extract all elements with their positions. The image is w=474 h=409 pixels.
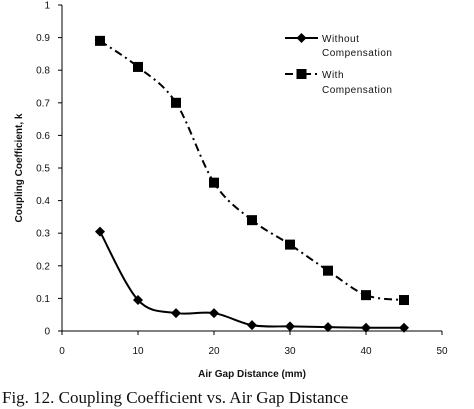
x-tick-label: 30: [284, 346, 296, 357]
y-tick-label: 0.5: [36, 164, 50, 175]
figure-caption: Fig. 12. Coupling Coefficient vs. Air Ga…: [2, 388, 349, 407]
legend-marker-1: [296, 33, 307, 43]
x-axis-title: Air Gap Distance (mm): [198, 369, 306, 380]
plot-area: [95, 35, 409, 333]
legend-label-2: With: [322, 70, 344, 81]
series-1-point: [209, 308, 219, 319]
y-tick-label: 0.9: [36, 33, 50, 44]
x-tick-label: 20: [208, 346, 220, 357]
series-1-point: [285, 321, 295, 332]
x-tick-label: 10: [132, 346, 144, 357]
series-2-point: [247, 215, 257, 226]
y-tick-label: 0: [44, 327, 50, 338]
x-tick-label: 40: [360, 346, 372, 357]
series-1-line: [99, 231, 405, 329]
series-2-point: [323, 265, 333, 276]
series-1-point: [95, 226, 105, 237]
series-1-point: [133, 295, 143, 306]
y-tick-label: 0.2: [36, 261, 50, 272]
legend: Without Compensation With Compensation: [285, 33, 392, 96]
series-1-point: [323, 322, 333, 333]
y-axis-title: Coupling Coefficient, k: [14, 113, 25, 222]
y-tick-label: 1: [44, 1, 50, 12]
series-2-point: [209, 177, 219, 188]
coupling-coefficient-chart: 00.10.20.30.40.50.60.70.80.910 10 20 30 40 50…: [14, 1, 448, 381]
x-tick-label: 50: [436, 346, 448, 357]
legend-label-1: Without: [322, 34, 359, 45]
y-tick-label: 0.3: [36, 229, 50, 240]
axes: 00.10.20.30.40.50.60.70.80.910 10 20 30 40 50: [36, 1, 448, 358]
series-2-line: [99, 40, 405, 302]
legend-marker-2: [296, 69, 307, 79]
series-2-point: [95, 35, 105, 46]
legend-label-2-line-2: Compensation: [322, 85, 392, 96]
series-1-point: [399, 322, 409, 333]
y-tick-label: 0.6: [36, 131, 50, 142]
y-tick-label: 0.8: [36, 66, 50, 77]
series-1-point: [247, 320, 257, 331]
series-2-point: [171, 97, 181, 108]
y-tick-label: 0.1: [36, 294, 50, 305]
y-tick-label: 0.7: [36, 98, 50, 109]
series-2-point: [361, 290, 371, 301]
series-1-point: [171, 308, 181, 319]
x-tick-label: 0: [59, 346, 65, 357]
series-2-point: [133, 61, 143, 72]
legend-label-1-line-2: Compensation: [322, 48, 392, 59]
series-1-point: [361, 322, 371, 333]
y-tick-label: 0.4: [36, 196, 50, 207]
series-2-point: [285, 239, 295, 250]
series-2-point: [399, 295, 409, 306]
